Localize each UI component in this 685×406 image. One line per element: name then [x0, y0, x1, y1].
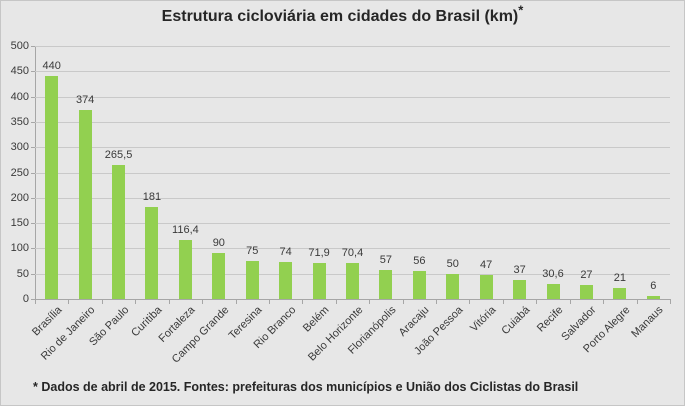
y-tick-mark [31, 299, 35, 300]
y-tick-mark [31, 273, 35, 275]
y-tick-mark [31, 71, 35, 73]
x-tick-mark [68, 300, 70, 304]
y-gridline [35, 248, 670, 250]
x-tick-mark [168, 300, 170, 304]
x-tick-mark [670, 300, 671, 304]
y-tick-label: 100 [10, 242, 29, 255]
x-tick-mark [235, 300, 237, 304]
y-tick-label: 250 [10, 166, 29, 179]
bar [178, 240, 192, 299]
bar-value-label: 90 [212, 237, 225, 250]
bar [212, 253, 226, 299]
y-gridline [35, 147, 670, 149]
y-tick-mark [31, 96, 35, 98]
y-tick-mark [31, 121, 35, 123]
y-tick-label: 200 [10, 191, 29, 204]
y-gridline [35, 96, 670, 98]
bar [446, 273, 460, 299]
y-tick-mark [31, 172, 35, 174]
x-tick-mark [369, 300, 371, 304]
chart-title-text: Estrutura cicloviária em cidades do Bras… [161, 8, 519, 25]
bar-value-label: 50 [446, 257, 459, 270]
x-tick-mark [636, 300, 638, 304]
chart-title-asterisk: * [518, 2, 524, 18]
x-tick-mark [436, 300, 438, 304]
y-tick-mark [31, 46, 35, 47]
x-tick-mark [469, 300, 471, 304]
bar [513, 280, 527, 299]
x-tick-mark [502, 300, 504, 304]
footnote: * Dados de abril de 2015. Fontes: prefei… [33, 380, 579, 394]
y-gridline [35, 71, 670, 73]
bar [145, 207, 159, 299]
y-tick-label: 150 [10, 217, 29, 230]
x-tick-mark [268, 300, 270, 304]
y-tick-mark [31, 223, 35, 225]
bar [279, 261, 293, 299]
chart-title: Estrutura cicloviária em cidades do Bras… [1, 4, 684, 26]
bar [78, 109, 92, 299]
bar-value-label: 71,9 [308, 246, 330, 259]
bar [579, 285, 593, 299]
y-tick-mark [31, 197, 35, 199]
x-tick-mark [35, 300, 36, 304]
bar-value-label: 440 [42, 60, 61, 73]
bar [412, 270, 426, 299]
bar-value-label: 374 [75, 93, 95, 106]
bar-value-label: 70,4 [341, 247, 364, 260]
bar [45, 76, 59, 299]
x-tick-mark [302, 300, 304, 304]
x-tick-mark [569, 300, 571, 304]
bar-value-label: 6 [650, 279, 657, 292]
y-gridline [35, 223, 670, 225]
x-tick-mark [402, 300, 404, 304]
y-tick-mark [31, 248, 35, 250]
x-tick-mark [202, 300, 204, 304]
x-tick-mark [335, 300, 337, 304]
y-tick-label: 500 [10, 40, 29, 52]
y-gridline [35, 46, 670, 47]
x-tick-mark [603, 300, 605, 304]
bar-value-label: 181 [142, 191, 162, 204]
bar [245, 261, 259, 299]
bar-value-label: 30,6 [542, 267, 564, 280]
bar-value-label: 37 [513, 264, 526, 277]
bar [112, 164, 126, 299]
x-tick-mark [101, 300, 103, 304]
bar [312, 262, 326, 299]
y-gridline [35, 197, 670, 199]
bar-value-label: 21 [613, 272, 626, 285]
x-tick-mark [135, 300, 137, 304]
y-tick-label: 350 [10, 115, 29, 128]
y-tick-label: 0 [22, 293, 29, 305]
y-gridline [35, 172, 670, 174]
bar [646, 295, 660, 299]
y-tick-mark [31, 147, 35, 149]
bar-value-label: 265,5 [104, 148, 133, 161]
bar-value-label: 116,4 [172, 224, 199, 237]
y-tick-label: 50 [16, 267, 29, 280]
bar [613, 288, 627, 299]
x-axis-line [35, 299, 671, 300]
x-tick-mark [536, 300, 538, 304]
bar [479, 275, 493, 299]
plot-area: 440 374 265,5 181 116,4 90 75 74 71,9 70,4 57 56 50 4… [35, 46, 670, 299]
bar-value-label: 56 [413, 254, 426, 267]
bar-value-label: 75 [246, 245, 259, 258]
bar [379, 270, 393, 299]
y-tick-label: 450 [10, 65, 29, 78]
bar-value-label: 57 [379, 254, 393, 267]
bar [346, 263, 359, 299]
bar [546, 283, 560, 299]
bar-value-label: 27 [580, 269, 593, 282]
y-tick-label: 300 [10, 141, 29, 154]
bar-value-label: 74 [279, 245, 292, 258]
y-gridline [35, 121, 670, 123]
bar-value-label: 47 [480, 259, 493, 272]
y-tick-label: 400 [10, 90, 29, 103]
